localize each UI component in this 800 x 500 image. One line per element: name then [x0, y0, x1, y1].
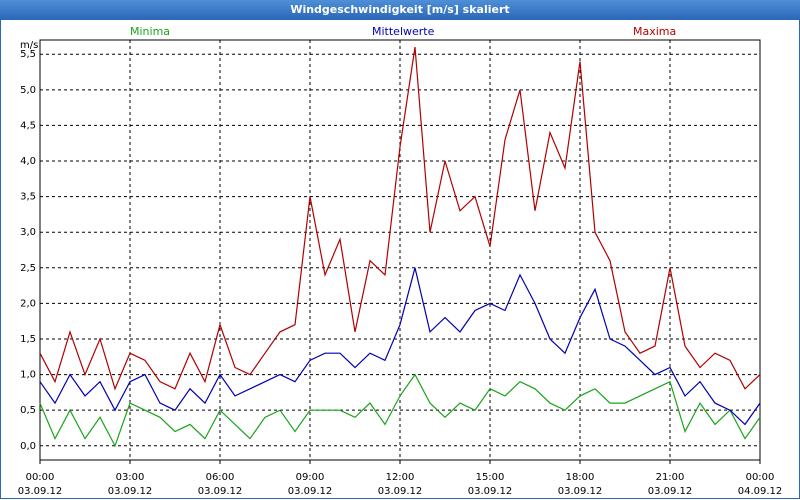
legend-minima: Minima: [130, 25, 171, 38]
x-tick-time: 00:00: [746, 472, 775, 483]
y-tick-label: 5,5: [20, 49, 36, 60]
x-tick-time: 00:00: [26, 472, 55, 483]
y-tick-label: 3,0: [20, 227, 36, 238]
y-tick-label: 2,5: [20, 263, 36, 274]
x-tick-date: 03.09.12: [558, 486, 603, 497]
x-tick-date: 03.09.12: [108, 486, 153, 497]
x-tick-time: 18:00: [566, 472, 595, 483]
x-tick-time: 06:00: [206, 472, 235, 483]
x-tick-date: 03.09.12: [288, 486, 333, 497]
x-tick-date: 04.09.12: [738, 486, 783, 497]
y-tick-label: 0,5: [20, 405, 36, 416]
x-tick-date: 03.09.12: [18, 486, 63, 497]
x-tick-date: 03.09.12: [378, 486, 423, 497]
x-tick-time: 21:00: [656, 472, 685, 483]
series-line-mittelwerte: [39, 267, 761, 426]
x-tick-time: 09:00: [296, 472, 325, 483]
y-tick-label: 4,5: [20, 120, 36, 131]
chart-title: Windgeschwindigkeit [m/s] skaliert: [0, 0, 800, 20]
x-tick-time: 12:00: [386, 472, 415, 483]
series-line-maxima: [39, 47, 761, 391]
y-tick-label: 5,0: [20, 85, 36, 96]
x-tick-date: 03.09.12: [198, 486, 243, 497]
x-tick-date: 03.09.12: [648, 486, 693, 497]
y-tick-label: 1,5: [20, 334, 36, 345]
legend-maxima: Maxima: [633, 25, 677, 38]
x-tick-time: 03:00: [116, 472, 145, 483]
y-tick-label: 4,0: [20, 156, 36, 167]
y-tick-label: 0,0: [20, 441, 36, 452]
y-tick-label: 3,5: [20, 192, 36, 203]
x-tick-time: 15:00: [476, 472, 505, 483]
y-tick-label: 1,0: [20, 370, 36, 381]
x-tick-date: 03.09.12: [468, 486, 513, 497]
series-line-minima: [39, 373, 761, 448]
legend-mittelwerte: Mittelwerte: [372, 25, 435, 38]
y-tick-label: 2,0: [20, 298, 36, 309]
y-axis-unit: m/s: [20, 40, 39, 51]
